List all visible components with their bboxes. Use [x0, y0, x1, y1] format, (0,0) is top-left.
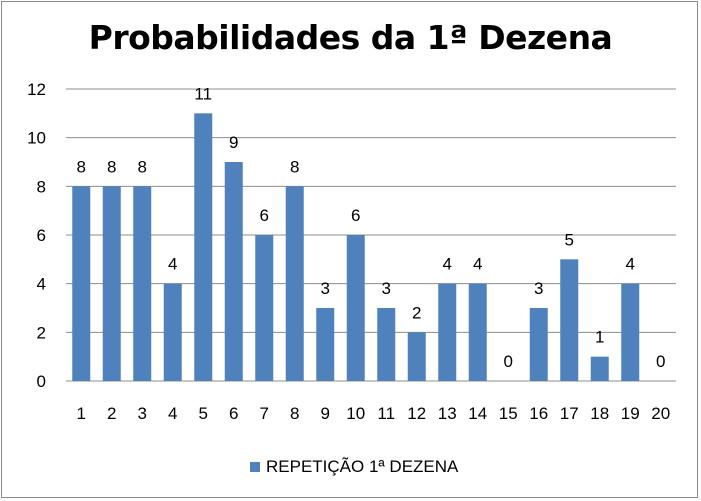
gridlines — [66, 88, 676, 382]
bar-11 — [377, 308, 396, 381]
data-label-9: 3 — [321, 279, 330, 298]
x-tick-label-11: 11 — [377, 404, 395, 423]
data-label-8: 8 — [290, 157, 299, 176]
x-tick-label-13: 13 — [438, 404, 457, 423]
bar-18 — [590, 356, 609, 381]
y-tick-label: 8 — [37, 177, 46, 196]
data-label-7: 6 — [260, 206, 269, 225]
x-tick-label-14: 14 — [468, 404, 487, 423]
x-tick-label-12: 12 — [407, 404, 426, 423]
y-tick-label: 4 — [37, 275, 46, 294]
data-label-13: 4 — [443, 255, 452, 274]
x-tick-label-17: 17 — [560, 404, 579, 423]
data-label-16: 3 — [534, 279, 543, 298]
x-tick-label-20: 20 — [651, 404, 670, 423]
data-label-4: 4 — [168, 255, 177, 274]
x-tick-label-10: 10 — [346, 404, 365, 423]
legend-label: REPETIÇÃO 1ª DEZENA — [266, 457, 459, 476]
legend-swatch — [250, 462, 260, 472]
x-tick-label-2: 2 — [107, 404, 116, 423]
bar-5 — [194, 113, 213, 381]
x-tick-label-1: 1 — [77, 404, 86, 423]
data-label-10: 6 — [351, 206, 360, 225]
data-label-2: 8 — [107, 157, 116, 176]
data-label-12: 2 — [412, 303, 421, 322]
chart-title: Probabilidades da 1ª Dezena — [88, 18, 613, 57]
x-tick-label-15: 15 — [499, 404, 518, 423]
data-labels: 8 8 8 4 11 9 6 8 3 6 3 2 4 4 0 3 5 1 4 0 — [77, 84, 666, 371]
x-tick-label-18: 18 — [590, 404, 609, 423]
bar-10 — [346, 235, 365, 381]
x-tick-label-7: 7 — [260, 404, 269, 423]
bar-13 — [438, 283, 457, 381]
data-label-17: 5 — [565, 230, 574, 249]
x-tick-label-3: 3 — [138, 404, 147, 423]
bar-12 — [407, 332, 426, 381]
data-label-18: 1 — [595, 328, 604, 347]
bar-16 — [529, 308, 548, 381]
bars — [72, 113, 640, 381]
y-tick-label: 12 — [27, 80, 46, 99]
legend: REPETIÇÃO 1ª DEZENA — [250, 457, 458, 477]
bar-4 — [163, 283, 182, 381]
data-label-14: 4 — [473, 255, 482, 274]
x-tick-label-6: 6 — [229, 404, 238, 423]
x-axis-ticks: 1 2 3 4 5 6 7 8 9 10 11 12 13 14 15 16 17 18 19 20 — [77, 404, 671, 423]
x-tick-label-16: 16 — [529, 404, 548, 423]
y-axis-ticks: 0 2 4 6 8 10 12 — [27, 80, 46, 391]
bar-3 — [133, 186, 152, 381]
bar-2 — [102, 186, 121, 381]
data-label-20: 0 — [656, 352, 665, 371]
data-label-1: 8 — [77, 157, 86, 176]
bar-7 — [255, 235, 274, 381]
data-label-3: 8 — [138, 157, 147, 176]
data-label-19: 4 — [626, 255, 635, 274]
y-tick-label: 2 — [37, 323, 46, 342]
bar-19 — [621, 283, 640, 381]
y-tick-label: 6 — [37, 226, 46, 245]
x-tick-label-19: 19 — [621, 404, 640, 423]
y-tick-label: 0 — [37, 372, 46, 391]
bar-9 — [316, 308, 335, 381]
data-label-15: 0 — [504, 352, 513, 371]
x-tick-label-9: 9 — [321, 404, 330, 423]
bar-6 — [224, 162, 243, 381]
bar-14 — [468, 283, 487, 381]
data-label-5: 11 — [194, 84, 212, 103]
x-tick-label-4: 4 — [168, 404, 177, 423]
data-label-6: 9 — [229, 133, 238, 152]
bar-8 — [285, 186, 304, 381]
y-tick-label: 10 — [27, 129, 46, 148]
data-label-11: 3 — [382, 279, 391, 298]
bar-1 — [72, 186, 91, 381]
bar-17 — [560, 259, 579, 381]
x-tick-label-8: 8 — [290, 404, 299, 423]
x-tick-label-5: 5 — [199, 404, 208, 423]
